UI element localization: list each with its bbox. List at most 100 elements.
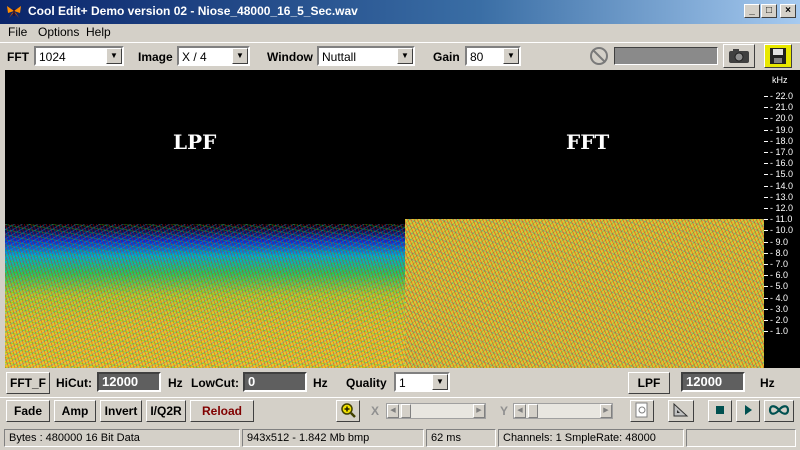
- menu-help[interactable]: Help: [86, 25, 111, 39]
- fft-select-value: 1024: [39, 50, 66, 64]
- x-zoom-slider[interactable]: ◀ ▶: [386, 403, 486, 419]
- tick-label: - 3.0: [770, 303, 789, 314]
- chevron-down-icon[interactable]: ▼: [503, 48, 519, 64]
- tick-mark: [764, 275, 768, 277]
- scale-tick: - 17.0: [764, 147, 800, 158]
- tick-mark: [764, 129, 768, 131]
- status-bytes: Bytes : 480000 16 Bit Data: [4, 429, 240, 447]
- tick-mark: [764, 208, 768, 209]
- arrow-left-icon[interactable]: ◀: [387, 404, 399, 418]
- loop-icon: [768, 405, 790, 415]
- image-select[interactable]: X / 4 ▼: [177, 46, 250, 66]
- tick-label: - 18.0: [770, 135, 794, 146]
- tick-label: - 14.0: [770, 180, 794, 191]
- fft-spectrum: [405, 219, 764, 368]
- scale-tick: - 20.0: [764, 113, 800, 124]
- butterfly-icon: [7, 6, 21, 18]
- lpf-unit: Hz: [760, 376, 775, 390]
- tick-label: - 9.0: [770, 236, 789, 247]
- image-label: Image: [138, 50, 173, 64]
- lowcut-unit: Hz: [313, 376, 328, 390]
- reload-button[interactable]: Reload: [190, 400, 254, 422]
- maximize-button[interactable]: □: [761, 4, 777, 18]
- tick-label: - 10.0: [770, 225, 794, 236]
- amp-button[interactable]: Amp: [54, 400, 96, 422]
- fade-button[interactable]: Fade: [6, 400, 50, 422]
- lowcut-label: LowCut:: [191, 376, 239, 390]
- arrow-left-icon[interactable]: ◀: [514, 404, 526, 418]
- y-zoom-label: Y: [500, 404, 509, 418]
- x-zoom-label: X: [371, 404, 380, 418]
- scale-tick: - 1.0: [764, 326, 800, 337]
- frequency-scale: kHz - 22.0- 21.0- 20.0- 19.0- 18.0- 17.0…: [764, 70, 800, 368]
- save-button[interactable]: [764, 44, 792, 68]
- x-slider-thumb[interactable]: [401, 404, 411, 418]
- ruler-triangle-icon: [673, 402, 689, 417]
- scale-tick: - 16.0: [764, 158, 800, 169]
- quality-select-value: 1: [399, 376, 406, 390]
- close-button[interactable]: ×: [780, 4, 796, 18]
- zoom-button[interactable]: [336, 400, 360, 422]
- window-label: Window: [267, 50, 313, 64]
- gain-label: Gain: [433, 50, 460, 64]
- floppy-disk-icon: [770, 48, 786, 64]
- scale-tick: - 22.0: [764, 91, 800, 102]
- scale-tick: - 15.0: [764, 169, 800, 180]
- fft-select[interactable]: 1024 ▼: [34, 46, 124, 66]
- y-zoom-slider[interactable]: ◀ ▶: [513, 403, 613, 419]
- minimize-button[interactable]: _: [744, 4, 760, 18]
- tick-mark: [764, 163, 768, 165]
- hicut-input[interactable]: 12000: [97, 372, 161, 392]
- tick-mark: [764, 252, 768, 254]
- camera-icon: [729, 49, 749, 63]
- iq2r-button[interactable]: I/Q2R: [146, 400, 186, 422]
- y-slider-thumb[interactable]: [528, 404, 538, 418]
- chevron-down-icon[interactable]: ▼: [397, 48, 413, 64]
- tick-mark: [764, 230, 768, 232]
- measure-button[interactable]: [668, 400, 694, 422]
- tick-mark: [764, 96, 768, 97]
- progress-bar: [614, 47, 718, 65]
- lpf-input[interactable]: 12000: [681, 372, 745, 392]
- chevron-down-icon[interactable]: ▼: [232, 48, 248, 64]
- tick-label: - 7.0: [770, 259, 789, 269]
- scale-tick: - 7.0: [764, 259, 800, 270]
- tick-label: - 2.0: [770, 315, 789, 325]
- window-select[interactable]: Nuttall ▼: [317, 46, 415, 66]
- stop-button[interactable]: [708, 400, 732, 422]
- scale-tick: - 2.0: [764, 315, 800, 326]
- arrow-right-icon[interactable]: ▶: [473, 404, 485, 418]
- snapshot-button[interactable]: [723, 44, 755, 68]
- tick-label: - 4.0: [770, 292, 789, 303]
- lowcut-input[interactable]: 0: [243, 372, 307, 392]
- tick-mark: [764, 331, 768, 333]
- hicut-unit: Hz: [168, 376, 183, 390]
- tick-label: - 16.0: [770, 158, 794, 169]
- fft-f-button[interactable]: FFT_F: [6, 372, 50, 394]
- page-zoom-button[interactable]: [630, 400, 654, 422]
- status-time: 62 ms: [426, 429, 496, 447]
- tick-mark: [764, 118, 768, 120]
- play-button[interactable]: [736, 400, 760, 422]
- spectrogram-view[interactable]: LPF FFT: [5, 70, 764, 368]
- tick-mark: [764, 185, 768, 187]
- arrow-right-icon[interactable]: ▶: [600, 404, 612, 418]
- chevron-down-icon[interactable]: ▼: [432, 374, 448, 390]
- quality-select[interactable]: 1 ▼: [394, 372, 450, 392]
- tick-label: - 8.0: [770, 247, 789, 258]
- gain-select[interactable]: 80 ▼: [465, 46, 521, 66]
- loop-button[interactable]: [764, 400, 794, 422]
- lpf-button[interactable]: LPF: [628, 372, 670, 394]
- chevron-down-icon[interactable]: ▼: [106, 48, 122, 64]
- scale-tick: - 13.0: [764, 192, 800, 203]
- scale-tick: - 12.0: [764, 203, 800, 214]
- stop-sign-icon[interactable]: [590, 47, 608, 65]
- action-controls: Fade Amp Invert I/Q2R Reload X ◀ ▶ Y ◀ ▶: [0, 397, 800, 425]
- tick-mark: [764, 241, 768, 243]
- scale-tick: - 8.0: [764, 248, 800, 259]
- menu-options[interactable]: Options: [38, 25, 80, 39]
- menu-file[interactable]: File: [8, 25, 28, 39]
- window-title: Cool Edit+ Demo version 02 - Niose_48000…: [28, 4, 358, 18]
- scale-tick: - 5.0: [764, 281, 800, 292]
- invert-button[interactable]: Invert: [100, 400, 142, 422]
